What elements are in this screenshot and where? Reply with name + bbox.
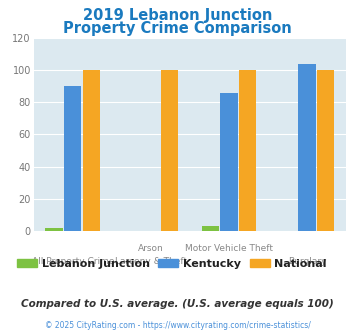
- Legend: Lebanon Junction, Kentucky, National: Lebanon Junction, Kentucky, National: [13, 254, 331, 273]
- Text: Motor Vehicle Theft: Motor Vehicle Theft: [185, 244, 273, 253]
- Bar: [161, 70, 178, 231]
- Text: Burglary: Burglary: [288, 257, 326, 266]
- Text: © 2025 CityRating.com - https://www.cityrating.com/crime-statistics/: © 2025 CityRating.com - https://www.city…: [45, 321, 310, 330]
- Text: Arson: Arson: [138, 244, 164, 253]
- Text: 2019 Lebanon Junction: 2019 Lebanon Junction: [83, 8, 272, 23]
- Bar: [83, 70, 100, 231]
- Bar: [45, 228, 62, 231]
- Bar: [239, 70, 256, 231]
- Text: Larceny & Theft: Larceny & Theft: [115, 257, 187, 266]
- Bar: [64, 86, 81, 231]
- Text: All Property Crime: All Property Crime: [32, 257, 114, 266]
- Bar: [299, 64, 316, 231]
- Bar: [202, 226, 219, 231]
- Text: Property Crime Comparison: Property Crime Comparison: [63, 21, 292, 36]
- Text: Compared to U.S. average. (U.S. average equals 100): Compared to U.S. average. (U.S. average …: [21, 299, 334, 309]
- Bar: [220, 93, 237, 231]
- Bar: [317, 70, 334, 231]
